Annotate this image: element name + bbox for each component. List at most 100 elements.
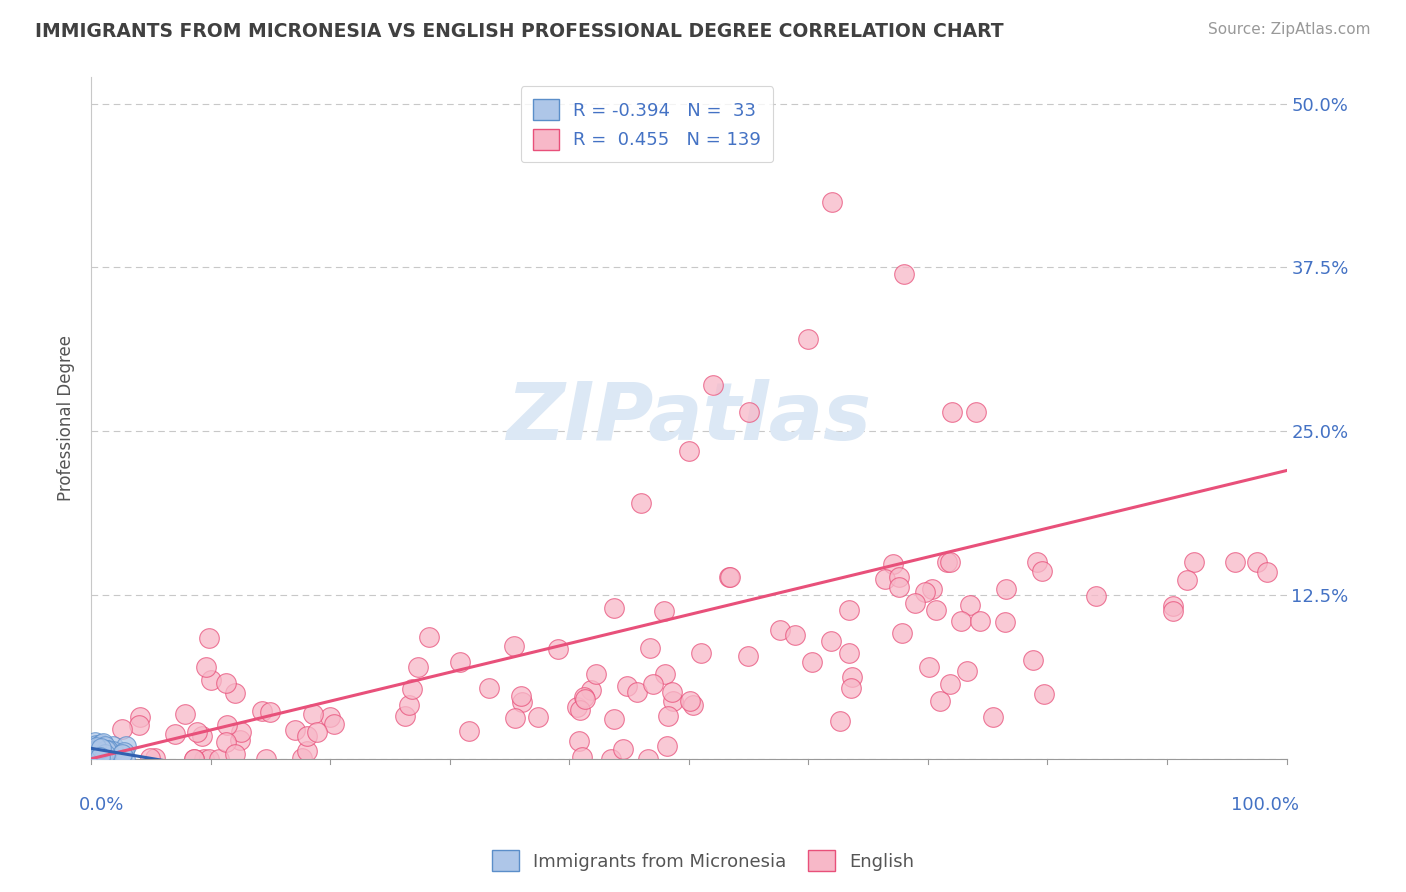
Point (259, 706, 281, 720)
Point (295, 729, 318, 743)
Point (418, 630, 440, 644)
Point (194, 659, 217, 673)
Point (84, 735, 107, 749)
Point (398, 698, 420, 712)
Point (94, 747, 117, 761)
Point (603, 713, 626, 727)
Point (893, 267, 915, 281)
Point (83, 740, 105, 755)
Point (82, 743, 104, 757)
Point (91, 737, 114, 751)
Point (477, 681, 499, 695)
Point (90, 741, 112, 756)
Point (914, 585, 936, 599)
Point (936, 555, 959, 569)
Point (800, 655, 823, 669)
Point (567, 699, 589, 714)
Point (654, 666, 676, 681)
Point (547, 641, 569, 656)
Point (682, 698, 704, 713)
Point (1161, 599, 1184, 614)
Point (737, 648, 759, 663)
Point (603, 601, 626, 615)
Point (830, 714, 852, 728)
Point (284, 723, 307, 738)
Point (1182, 555, 1205, 569)
Point (90, 749, 112, 764)
Point (994, 615, 1017, 630)
Point (165, 727, 187, 741)
Point (718, 570, 741, 584)
Point (449, 655, 471, 669)
Point (641, 677, 664, 691)
Point (115, 739, 138, 753)
Point (458, 723, 481, 738)
Point (585, 666, 607, 681)
Point (97, 743, 120, 757)
Text: 100.0%: 100.0% (1230, 797, 1299, 814)
Point (84, 744, 107, 758)
Point (503, 639, 526, 653)
Point (401, 681, 423, 696)
Point (630, 496, 652, 510)
Point (84, 739, 107, 753)
Point (111, 723, 134, 737)
Point (797, 333, 820, 347)
Point (89, 750, 111, 764)
Point (93, 747, 115, 762)
Point (821, 194, 844, 209)
Point (941, 404, 963, 418)
Point (889, 580, 911, 594)
Point (217, 718, 239, 732)
Point (97, 746, 120, 760)
Point (224, 747, 246, 761)
Point (657, 709, 679, 723)
Point (84, 740, 107, 755)
Point (322, 717, 344, 731)
Point (200, 673, 222, 688)
Point (112, 745, 135, 759)
Point (717, 570, 740, 584)
Point (198, 752, 221, 766)
Point (110, 747, 132, 762)
Point (981, 710, 1004, 724)
Point (89, 746, 111, 760)
Point (965, 404, 987, 418)
Point (574, 691, 596, 706)
Point (101, 739, 124, 754)
Point (600, 752, 623, 766)
Point (90, 737, 112, 751)
Point (969, 614, 991, 628)
Point (1246, 555, 1268, 569)
Point (921, 582, 943, 597)
Point (183, 752, 205, 766)
Point (139, 750, 162, 764)
Point (638, 641, 661, 656)
Point (254, 752, 277, 766)
Point (84, 743, 107, 757)
Legend: Immigrants from Micronesia, English: Immigrants from Micronesia, English (484, 843, 922, 879)
Point (208, 752, 231, 766)
Point (319, 710, 342, 724)
Point (94, 743, 117, 757)
Point (190, 729, 212, 743)
Point (661, 685, 683, 699)
Point (307, 724, 329, 739)
Point (678, 443, 700, 458)
Point (887, 569, 910, 583)
Point (679, 694, 702, 708)
Point (839, 681, 862, 696)
Point (510, 689, 533, 703)
Text: IMMIGRANTS FROM MICRONESIA VS ENGLISH PROFESSIONAL DEGREE CORRELATION CHART: IMMIGRANTS FROM MICRONESIA VS ENGLISH PR… (35, 22, 1004, 41)
Point (891, 626, 914, 640)
Point (838, 602, 860, 616)
Point (297, 744, 319, 758)
Point (882, 557, 904, 571)
Point (252, 704, 274, 718)
Point (98, 747, 121, 762)
Point (612, 742, 634, 756)
Point (655, 739, 678, 753)
Point (87, 747, 110, 762)
Point (101, 744, 124, 758)
Point (1256, 565, 1278, 579)
